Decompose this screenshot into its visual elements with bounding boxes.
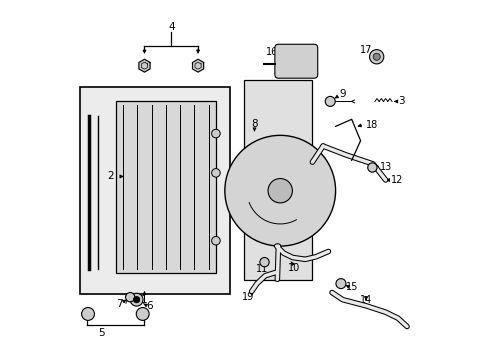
Text: 11: 11 [255,264,267,274]
Text: 16: 16 [265,47,278,57]
Polygon shape [139,59,150,72]
Bar [116,102,216,273]
Text: 17: 17 [359,45,371,55]
Bar [80,87,230,294]
Text: 13: 13 [380,162,392,172]
Circle shape [224,135,335,246]
Circle shape [125,293,135,302]
Circle shape [325,96,335,107]
Circle shape [211,129,220,138]
Circle shape [133,296,140,303]
Circle shape [259,257,268,267]
Text: 19: 19 [242,292,254,302]
Text: 1: 1 [141,295,147,305]
Circle shape [81,307,94,320]
Circle shape [136,307,149,320]
Circle shape [372,53,380,60]
Text: 15: 15 [345,282,357,292]
Text: 18: 18 [365,120,377,130]
Bar [244,80,312,280]
Text: 14: 14 [359,296,371,305]
Circle shape [367,163,376,172]
Text: 8: 8 [251,118,257,129]
Circle shape [130,293,143,306]
FancyBboxPatch shape [274,44,317,78]
Circle shape [211,237,220,245]
Text: 4: 4 [167,22,174,32]
Text: 12: 12 [390,175,403,185]
Text: 3: 3 [398,96,404,107]
Text: 5: 5 [98,328,105,338]
Circle shape [267,179,292,203]
Text: 6: 6 [146,301,153,311]
Text: 2: 2 [107,171,114,181]
Text: 7: 7 [116,299,122,309]
Text: 9: 9 [339,89,346,99]
Polygon shape [192,59,203,72]
Text: 10: 10 [287,262,299,273]
Circle shape [211,168,220,177]
Circle shape [335,279,345,289]
Circle shape [369,50,383,64]
